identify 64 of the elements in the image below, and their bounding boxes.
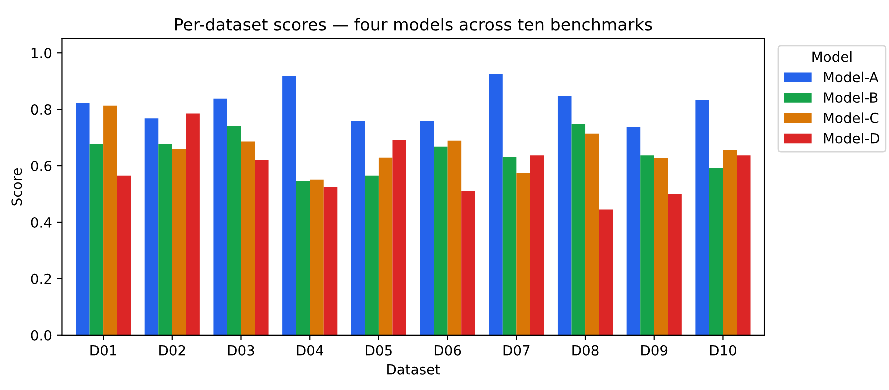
x-tick-label: D03 — [228, 345, 254, 356]
y-tick-label: 0.4 — [31, 217, 52, 228]
bar — [723, 150, 737, 336]
x-tick-label: D05 — [366, 345, 392, 356]
bar — [626, 127, 641, 336]
bar — [324, 187, 338, 336]
legend-label: Model-B — [824, 92, 878, 104]
bar — [502, 158, 517, 336]
bar — [76, 103, 90, 336]
x-tick-label: D08 — [572, 345, 599, 356]
bar — [186, 114, 200, 336]
bar — [214, 98, 228, 336]
chart-title: Per-dataset scores — four models across ten benchmarks — [175, 18, 652, 31]
x-tick-label: D07 — [504, 345, 530, 356]
bar — [599, 210, 614, 336]
bar — [586, 134, 600, 336]
bar — [365, 176, 379, 336]
legend-label: Model-C — [824, 112, 879, 124]
x-tick-label: D01 — [90, 345, 116, 356]
bar — [90, 144, 104, 336]
bar — [668, 194, 682, 336]
bar — [158, 144, 172, 336]
bar — [448, 140, 462, 336]
x-tick-label: D02 — [160, 345, 186, 356]
bar — [420, 121, 434, 336]
bar — [282, 76, 296, 336]
bar — [489, 74, 503, 336]
bar — [392, 140, 406, 336]
y-tick-label: 0.8 — [31, 104, 52, 116]
legend-title: Model — [812, 52, 852, 62]
bar — [296, 180, 310, 336]
y-tick-label: 0.6 — [31, 160, 52, 172]
bar — [351, 121, 366, 336]
bar — [654, 158, 668, 336]
bar — [144, 118, 159, 336]
bar — [696, 100, 710, 336]
y-tick-label: 0.2 — [31, 274, 52, 284]
bar — [104, 106, 118, 336]
bar — [434, 146, 448, 336]
x-axis-title: Dataset — [388, 364, 440, 375]
y-tick-label: 1.0 — [32, 48, 52, 59]
bar — [558, 96, 572, 336]
bar — [572, 124, 586, 336]
x-tick-label: D04 — [297, 345, 324, 356]
x-tick-label: D10 — [710, 345, 736, 356]
bar — [530, 156, 544, 336]
bar — [172, 149, 186, 336]
y-axis-title: Score — [12, 168, 22, 206]
bar — [709, 168, 724, 336]
bar — [241, 142, 256, 336]
bar — [640, 156, 654, 336]
bar — [516, 173, 530, 336]
bar — [378, 158, 393, 336]
y-tick-label: 0.0 — [31, 330, 52, 341]
bar — [737, 156, 751, 336]
x-tick-label: D06 — [434, 345, 462, 356]
bar — [310, 180, 324, 336]
x-tick-label: D09 — [642, 345, 668, 356]
bar — [255, 160, 269, 336]
bar — [117, 176, 132, 336]
legend-label: Model-A — [824, 72, 879, 83]
legend-label: Model-D — [824, 133, 880, 144]
bar — [462, 191, 476, 336]
bar — [227, 126, 242, 336]
